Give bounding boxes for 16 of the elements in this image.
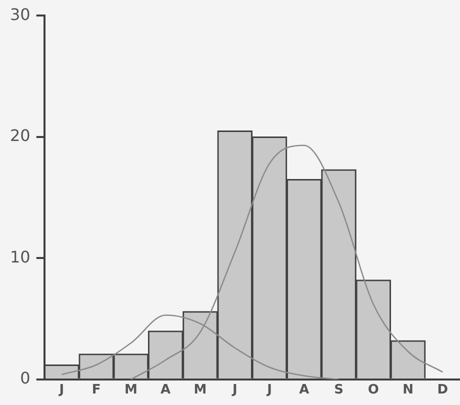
x-tick-label: A <box>299 382 310 398</box>
x-tick-label: J <box>231 382 238 398</box>
x-tick-label: D <box>437 382 448 398</box>
x-tick-label: N <box>402 382 414 398</box>
x-tick-label: F <box>92 382 101 398</box>
x-tick-label: S <box>334 382 344 398</box>
y-tick-label: 0 <box>20 368 30 388</box>
x-tick-label: J <box>266 382 272 398</box>
y-tick-label: 20 <box>10 126 30 146</box>
y-tick-label: 10 <box>10 247 30 266</box>
x-tick-label: O <box>368 382 379 398</box>
x-tick-label: M <box>124 382 138 398</box>
y-tick-label: 30 <box>10 4 30 24</box>
x-tick-label: A <box>160 382 171 398</box>
x-tick-label: M <box>194 382 207 398</box>
x-tick-label: J <box>58 382 64 398</box>
